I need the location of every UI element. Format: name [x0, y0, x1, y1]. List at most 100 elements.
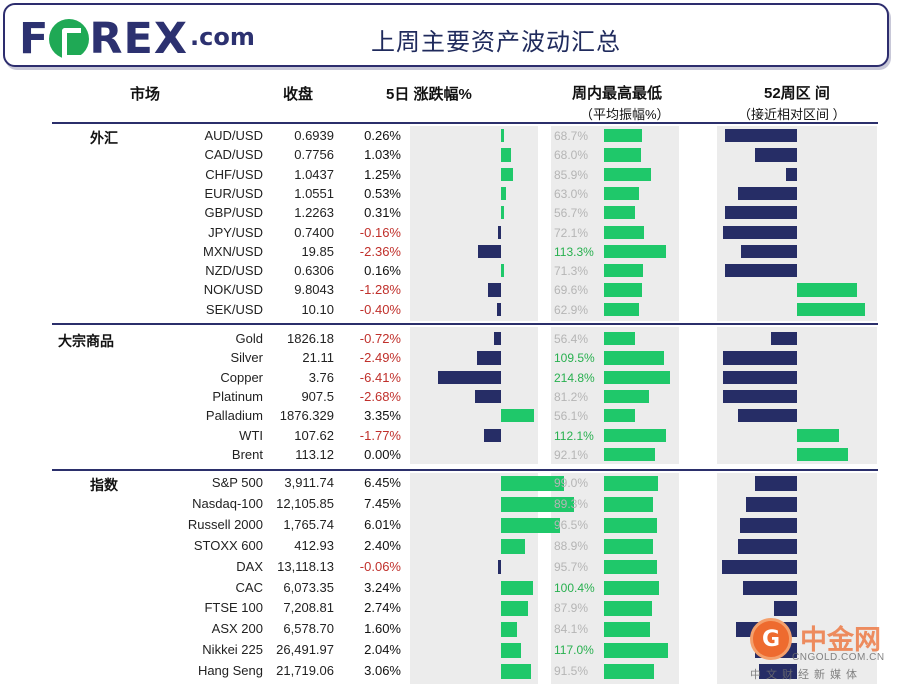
range-bar	[604, 129, 642, 143]
change5d-bar	[501, 167, 514, 181]
forex-logo: F REX.com	[19, 17, 255, 61]
week52-bar	[797, 428, 839, 442]
week52-bar	[723, 370, 797, 384]
week52-bar	[724, 264, 797, 278]
row-close-value: 26,491.97	[276, 642, 334, 658]
row-range-value: 81.2%	[554, 389, 589, 404]
change5d-bar	[501, 643, 521, 659]
range-bar	[604, 517, 658, 533]
row-close-value: 1.0437	[294, 166, 334, 182]
row-range-value: 56.7%	[554, 206, 589, 221]
range-bar	[604, 225, 644, 239]
row-close-value: 21.11	[302, 350, 334, 366]
range-bar	[604, 643, 669, 659]
row-range-value: 63.0%	[554, 186, 589, 201]
row-name: FTSE 100	[204, 600, 263, 616]
change5d-bar	[498, 559, 501, 575]
row-range-value: 113.3%	[554, 244, 594, 259]
range-bar	[604, 370, 670, 384]
range-bar	[604, 447, 655, 462]
week52-bar	[746, 496, 797, 512]
row-name: GBP/USD	[204, 205, 263, 221]
row-range-value: 69.6%	[554, 283, 589, 298]
week52-bar	[724, 129, 797, 143]
column-subheader-range: （平均振幅%）	[580, 107, 670, 122]
row-range-value: 89.3%	[554, 496, 589, 511]
row-change-value: -2.36%	[359, 243, 401, 259]
range-bar	[604, 409, 635, 423]
panel-change5d	[410, 126, 538, 321]
header-banner: F REX.com 上周主要资产波动汇总	[3, 3, 889, 67]
row-change-value: 2.04%	[364, 642, 401, 658]
row-range-value: 99.0%	[554, 476, 589, 490]
change5d-bar	[501, 186, 507, 201]
change5d-bar	[501, 538, 525, 554]
row-change-value: 6.45%	[364, 475, 401, 490]
panel-week52	[717, 473, 877, 684]
range-bar	[604, 302, 639, 316]
row-change-value: -1.77%	[359, 427, 401, 443]
row-change-value: 0.31%	[364, 205, 401, 221]
row-range-value: 72.1%	[554, 225, 589, 240]
range-bar	[604, 664, 655, 679]
section-label: 指数	[90, 477, 118, 493]
row-close-value: 1.0551	[294, 185, 334, 201]
row-range-value: 96.5%	[554, 517, 589, 532]
week52-bar	[797, 447, 848, 462]
row-range-value: 109.5%	[554, 351, 595, 366]
row-range-value: 87.9%	[554, 601, 589, 616]
row-change-value: 2.40%	[364, 537, 401, 553]
row-close-value: 9.8043	[294, 282, 334, 298]
row-change-value: 3.35%	[364, 408, 401, 424]
range-bar	[604, 622, 651, 638]
page-title: 上周主要资产波动汇总	[371, 28, 621, 56]
row-close-value: 107.62	[294, 427, 334, 443]
range-bar	[604, 167, 652, 181]
row-name: S&P 500	[211, 475, 263, 490]
row-range-value: 91.5%	[554, 664, 589, 679]
change5d-bar	[501, 517, 560, 533]
change5d-bar	[477, 244, 501, 259]
row-change-value: -0.72%	[359, 331, 401, 346]
row-close-value: 0.7756	[294, 147, 334, 163]
row-close-value: 21,719.06	[276, 663, 334, 679]
row-close-value: 3.76	[308, 369, 334, 385]
week52-bar	[740, 517, 797, 533]
range-bar	[604, 428, 666, 442]
row-close-value: 1,765.74	[283, 516, 334, 532]
watermark-tagline: 中文财经新媒体	[750, 669, 862, 681]
change5d-bar	[501, 476, 565, 491]
week52-bar	[723, 225, 797, 239]
change5d-bar	[501, 409, 534, 423]
column-header-close: 收盘	[283, 86, 314, 103]
row-change-value: -6.41%	[359, 369, 401, 385]
row-close-value: 6,073.35	[283, 579, 334, 595]
row-name: Gold	[235, 331, 263, 346]
change5d-bar	[501, 496, 574, 512]
row-close-value: 0.6306	[294, 263, 334, 279]
week52-bar	[723, 389, 797, 404]
row-close-value: 10.10	[301, 301, 334, 317]
panel-change5d	[410, 327, 538, 465]
row-name: Nasdaq-100	[192, 495, 263, 511]
row-name: Palladium	[205, 408, 263, 424]
watermark-name: 中金网	[800, 625, 881, 656]
row-close-value: 1826.18	[287, 331, 334, 346]
week52-bar	[737, 409, 797, 423]
row-range-value: 56.1%	[554, 409, 589, 424]
section-label: 外汇	[90, 130, 118, 146]
row-close-value: 12,105.85	[276, 495, 334, 511]
change5d-bar	[488, 283, 501, 297]
row-close-value: 1876.329	[279, 408, 334, 424]
range-bar	[604, 476, 659, 491]
row-change-value: -2.68%	[359, 388, 401, 404]
column-header-range: 周内最高最低	[572, 85, 663, 102]
row-close-value: 0.7400	[294, 224, 334, 240]
range-bar	[604, 332, 636, 346]
row-name: JPY/USD	[208, 224, 263, 240]
row-name: Russell 2000	[187, 516, 263, 532]
change5d-bar	[501, 664, 531, 679]
row-close-value: 412.93	[294, 537, 334, 553]
week52-bar	[722, 559, 797, 575]
change5d-bar	[501, 601, 528, 617]
